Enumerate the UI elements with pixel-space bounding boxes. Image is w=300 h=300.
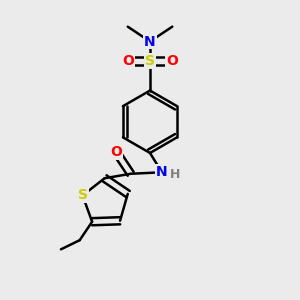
Text: S: S [78,188,88,203]
Text: H: H [170,168,181,181]
Text: S: S [145,54,155,68]
Text: O: O [167,54,178,68]
Text: N: N [156,165,168,179]
Text: N: N [144,34,156,49]
Text: O: O [110,146,122,159]
Text: O: O [122,54,134,68]
